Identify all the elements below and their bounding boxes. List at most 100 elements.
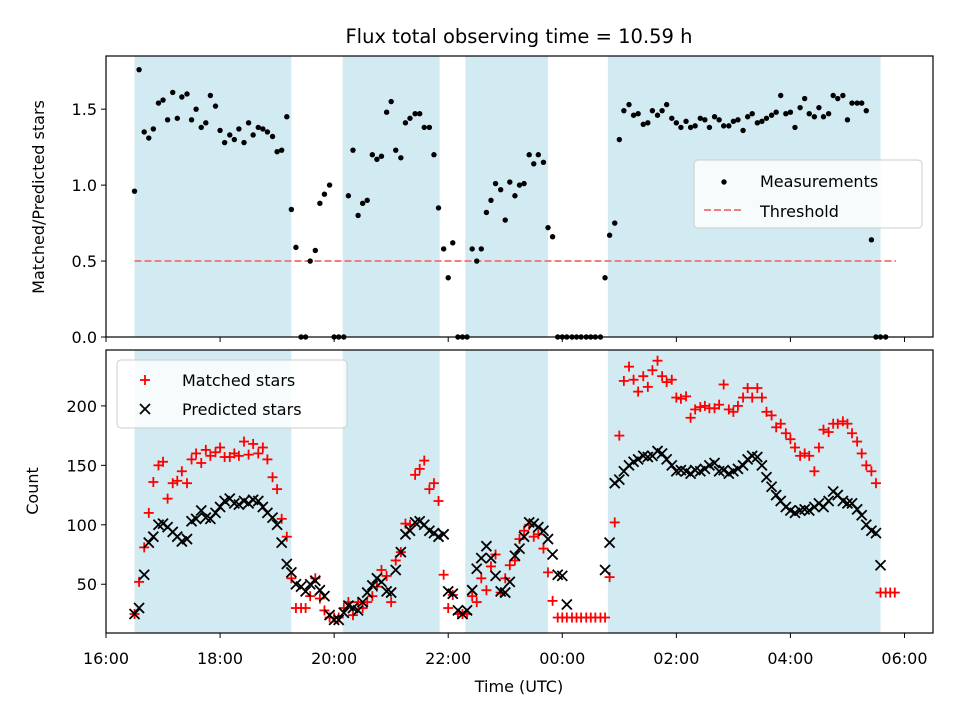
matched-point — [799, 448, 810, 459]
matched-point — [681, 391, 692, 402]
matched-point — [861, 460, 872, 471]
top-y-tick-label: 1.5 — [72, 100, 97, 119]
measurement-point — [797, 104, 803, 111]
measurement-point — [193, 106, 199, 112]
matched-point — [837, 416, 848, 427]
measurement-point — [288, 206, 295, 213]
measurement-point — [763, 115, 770, 121]
top-y-tick-label: 0.5 — [72, 252, 97, 271]
predicted-point — [195, 504, 207, 517]
matched-point — [638, 371, 649, 382]
matched-point — [718, 379, 729, 390]
measurement-point — [364, 197, 370, 203]
measurement-point — [203, 120, 209, 126]
measurement-point — [416, 111, 423, 117]
matched-point — [666, 374, 677, 385]
measurement-point — [212, 103, 219, 109]
predicted-point — [513, 542, 526, 555]
measurement-point — [754, 120, 761, 126]
measurement-point — [141, 129, 147, 135]
matched-point — [210, 447, 221, 458]
measurement-point — [492, 180, 499, 187]
measurement-point — [669, 115, 675, 121]
top-y-axis-label: Matched/Predicted stars — [29, 100, 48, 294]
predicted-point — [666, 459, 678, 471]
x-tick-label: 16:00 — [83, 649, 129, 668]
measurement-point — [207, 92, 214, 99]
measurement-point — [440, 246, 447, 252]
predicted-point — [385, 586, 397, 599]
matched-point — [443, 603, 454, 614]
measurement-point — [155, 100, 162, 106]
predicted-point — [276, 536, 288, 549]
measurement-point — [284, 114, 290, 120]
predicted-point — [613, 473, 625, 486]
measurement-point — [312, 247, 319, 254]
measurement-point — [735, 117, 741, 123]
measurement-point — [164, 117, 171, 123]
x-tick-label: 02:00 — [653, 649, 699, 668]
measurement-point — [783, 111, 789, 117]
measurement-point — [792, 124, 798, 131]
measurement-point — [654, 112, 661, 118]
measurement-point — [830, 92, 836, 99]
predicted-point — [252, 495, 264, 507]
predicted-point — [461, 604, 473, 617]
measurement-point — [260, 126, 266, 132]
predicted-point — [856, 509, 868, 521]
measurement-point — [483, 209, 490, 216]
measurement-point — [516, 182, 523, 188]
predicted-point — [532, 521, 544, 533]
measurement-point — [497, 186, 504, 193]
predicted-point — [285, 566, 297, 578]
measurement-point — [402, 120, 409, 126]
measurement-point — [227, 132, 233, 138]
predicted-point — [352, 604, 364, 617]
measurement-point — [726, 123, 732, 129]
measurement-point — [198, 124, 204, 131]
measurement-point — [355, 212, 361, 219]
bottom-plot-frame — [105, 349, 934, 634]
predicted-point — [314, 584, 326, 596]
matched-point — [818, 424, 829, 435]
matched-point — [253, 448, 264, 459]
measurement-point — [849, 100, 855, 106]
measurement-point — [388, 98, 394, 105]
predicted-points — [128, 445, 887, 626]
measurement-point — [545, 224, 551, 231]
top-axes: 0.0 0.5 1.0 1.5 — [72, 100, 905, 347]
measurement-point — [512, 193, 518, 199]
matched-point — [852, 436, 863, 447]
measurement-point — [716, 117, 722, 123]
measurement-points — [131, 66, 889, 340]
matched-point — [809, 466, 820, 477]
matched-point — [471, 597, 482, 608]
x-axis-label: Time (UTC) — [474, 677, 563, 696]
matched-point — [795, 450, 806, 461]
matched-point — [485, 561, 496, 572]
measurement-point — [478, 246, 484, 252]
matched-point — [367, 591, 378, 602]
predicted-point — [765, 481, 778, 493]
legend-predicted-label: Predicted stars — [182, 400, 302, 419]
measurement-point — [630, 112, 637, 118]
matched-point — [200, 444, 211, 455]
predicted-point — [318, 590, 331, 602]
measurement-point — [702, 117, 708, 123]
matched-point — [172, 475, 183, 486]
measurement-point — [170, 89, 176, 96]
measurement-point — [150, 126, 157, 132]
measurement-point — [435, 205, 442, 211]
predicted-point — [333, 614, 345, 626]
matched-point — [866, 466, 877, 477]
predicted-point — [518, 531, 530, 543]
predicted-point — [361, 586, 373, 599]
measurement-point — [697, 115, 703, 121]
matched-point — [276, 513, 287, 524]
measurement-point — [711, 114, 718, 120]
measurement-point — [383, 109, 390, 115]
matched-point — [205, 450, 216, 461]
measurement-point — [412, 111, 418, 117]
predicted-point — [542, 533, 554, 545]
measurement-point — [393, 147, 399, 153]
